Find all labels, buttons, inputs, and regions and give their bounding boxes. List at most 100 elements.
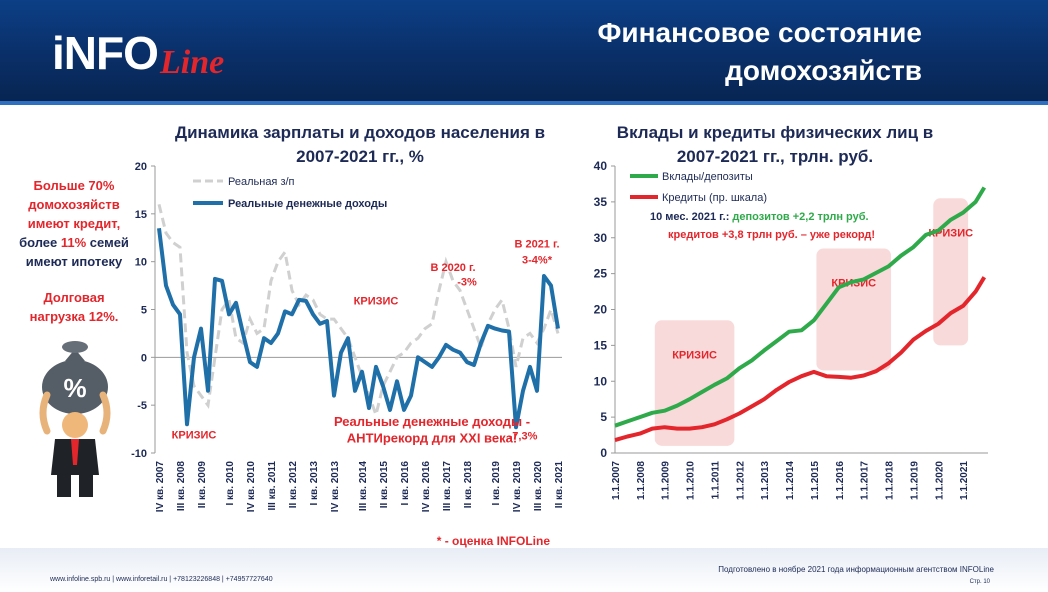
x-tick-label: III кв. 2017 bbox=[442, 461, 453, 512]
x-tick-label: 1.1.2019 bbox=[909, 461, 920, 500]
income-chart-legend: Реальная з/п Реальные денежные доходы * - … bbox=[193, 176, 550, 548]
left-chart-title-line2: 2007-2021 гг., % bbox=[296, 147, 424, 166]
deposits-series-line bbox=[614, 186, 987, 428]
y-tick-label: 35 bbox=[594, 195, 608, 209]
y-tick-label: 20 bbox=[135, 161, 147, 173]
x-tick-label: 1.1.2016 bbox=[835, 461, 846, 500]
x-tick-label: II кв. 2015 bbox=[379, 461, 390, 509]
bag-top bbox=[62, 341, 88, 353]
x-tick-label: II кв. 2012 bbox=[288, 461, 299, 509]
x-tick-label: II кв. 2018 bbox=[463, 461, 474, 509]
x-tick-label: IV кв. 2010 bbox=[246, 461, 257, 513]
x-tick-label: III кв. 2020 bbox=[533, 461, 544, 512]
man-with-debt-bag-illustration: % bbox=[39, 341, 111, 497]
deposits-chart-note: 10 мес. 2021 г.: депозитов +2,2 трлн руб… bbox=[650, 211, 875, 241]
legend-credits-label: Кредиты (пр. шкала) bbox=[662, 192, 767, 204]
footer-page-number: Стр. 10 bbox=[969, 579, 990, 585]
right-chart-title-line1: Вклады и кредиты физических лиц в bbox=[616, 123, 934, 142]
x-tick-label: III кв. 2008 bbox=[176, 461, 187, 512]
chart-annotation: -7,3% bbox=[509, 431, 538, 443]
y-tick-label: 5 bbox=[141, 305, 147, 317]
footer-bar bbox=[0, 548, 1048, 592]
x-tick-label: III кв. 2014 bbox=[358, 461, 369, 512]
x-tick-label: I кв. 2016 bbox=[400, 461, 411, 506]
x-tick-label: IV кв. 2019 bbox=[512, 461, 523, 513]
y-tick-label: 40 bbox=[594, 160, 608, 173]
income-chart: -10 -5 0 5 10 15 20 IV кв. 2007 III кв. 2008 II к… bbox=[131, 161, 565, 548]
legend-income-label: Реальные денежные доходы bbox=[228, 198, 387, 210]
income-chart-annotations: КРИЗИС КРИЗИС В 2020 г. -3% В 2021 г. 3-4%* -7… bbox=[172, 238, 560, 445]
man-tie bbox=[71, 439, 79, 465]
x-tick-label: 1.1.2008 bbox=[636, 461, 647, 500]
credit-note-line2: домохозяйств bbox=[28, 197, 120, 212]
bag-shape bbox=[42, 360, 108, 414]
left-chart-title: Динамика зарплаты и доходов населения в … bbox=[150, 121, 570, 169]
x-tick-label: I кв. 2019 bbox=[491, 461, 502, 506]
credit-note-line4-post: семей bbox=[86, 235, 129, 250]
x-tick-label: IV кв. 2007 bbox=[155, 461, 166, 513]
crisis-zone-label: КРИЗИС bbox=[672, 349, 717, 361]
y-tick-label: 25 bbox=[594, 267, 608, 281]
bag-neck bbox=[65, 349, 85, 361]
note-line1-prefix: 10 мес. 2021 г.: bbox=[650, 211, 732, 223]
deposits-chart-lines bbox=[614, 186, 987, 443]
chart-annotation: 3-4%* bbox=[522, 255, 553, 267]
deposits-chart-axes: 0 5 10 15 20 25 30 35 40 1.1.2007 1.1.2008 1.1.2009… bbox=[594, 160, 988, 500]
logo-info-text: iNFO bbox=[52, 27, 159, 79]
man-left-leg bbox=[57, 475, 71, 497]
footer-prepared: Подготовлено в ноябре 2021 года информац… bbox=[718, 565, 994, 574]
income-series-line bbox=[157, 227, 560, 430]
chart-annotation: В 2020 г. bbox=[430, 262, 475, 274]
chart-annotation: -3% bbox=[457, 277, 477, 289]
header-bar bbox=[0, 0, 1048, 101]
credit-note-line3: имеют кредит, bbox=[27, 216, 121, 231]
page-title: Финансовое состояние домохозяйств bbox=[582, 14, 922, 90]
y-tick-label: 0 bbox=[141, 352, 147, 364]
debt-note: Долговая нагрузка 12%. bbox=[18, 288, 130, 326]
y-tick-label: 15 bbox=[594, 338, 608, 352]
x-tick-label: II кв. 2021 bbox=[554, 461, 565, 509]
income-chart-lines bbox=[157, 203, 560, 430]
page-title-line2: домохозяйств bbox=[725, 55, 922, 86]
header-stripe bbox=[0, 101, 1048, 105]
y-tick-label: 0 bbox=[600, 446, 607, 460]
y-tick-label: 30 bbox=[594, 231, 608, 245]
y-tick-label: 5 bbox=[600, 410, 607, 424]
y-tick-label: -10 bbox=[131, 448, 147, 460]
x-tick-label: 1.1.2017 bbox=[860, 461, 871, 500]
x-tick-label: I кв. 2013 bbox=[309, 461, 320, 506]
infoline-logo: iNFO Line bbox=[48, 18, 268, 88]
x-tick-label: 1.1.2018 bbox=[885, 461, 896, 500]
footer-contacts: www.infoline.spb.ru | www.inforetail.ru … bbox=[50, 576, 273, 583]
x-tick-label: 1.1.2012 bbox=[735, 461, 746, 500]
x-tick-label: 1.1.2013 bbox=[760, 461, 771, 500]
crisis-zone bbox=[654, 320, 735, 446]
left-chart-title-line1: Динамика зарплаты и доходов населения в bbox=[174, 123, 546, 142]
credit-note-line4-red: 11% bbox=[60, 235, 87, 250]
logo-line-text: Line bbox=[160, 44, 225, 81]
y-tick-label: -5 bbox=[137, 400, 147, 412]
deposits-chart-legend: Вклады/депозиты Кредиты (пр. шкала) bbox=[630, 171, 767, 204]
x-tick-label: II кв. 2009 bbox=[197, 461, 208, 509]
credit-note-line1: Больше 70% bbox=[33, 178, 115, 193]
x-tick-label: 1.1.2014 bbox=[785, 461, 796, 500]
right-chart-title: Вклады и кредиты физических лиц в 2007-2… bbox=[590, 121, 960, 169]
legend-salary-label: Реальная з/п bbox=[228, 176, 295, 188]
chart-annotation: АНТИрекорд для XXI века! bbox=[347, 430, 517, 445]
debt-note-line1: Долговая bbox=[43, 290, 105, 305]
x-tick-label: 1.1.2020 bbox=[934, 461, 945, 500]
chart-annotation: КРИЗИС bbox=[172, 430, 217, 442]
footnote: * - оценка INFOLine bbox=[437, 534, 551, 548]
chart-annotation: В 2021 г. bbox=[514, 238, 559, 250]
right-chart-title-line2: 2007-2021 гг., трлн. руб. bbox=[676, 147, 874, 166]
note-line1: 10 мес. 2021 г.: депозитов +2,2 трлн руб… bbox=[650, 211, 869, 223]
credits-series-line bbox=[614, 276, 987, 443]
credit-note: Больше 70% домохозяйств имеют кредит, бо… bbox=[18, 176, 130, 271]
left-arm bbox=[39, 391, 51, 435]
chart-annotation: Реальные денежные доходы - bbox=[334, 414, 530, 429]
credit-note-line5: имеют ипотеку bbox=[25, 254, 123, 269]
y-tick-label: 10 bbox=[594, 374, 608, 388]
x-tick-label: 1.1.2007 bbox=[611, 461, 622, 500]
legend-deposits-label: Вклады/депозиты bbox=[662, 171, 753, 183]
x-tick-label: 1.1.2011 bbox=[710, 461, 721, 500]
